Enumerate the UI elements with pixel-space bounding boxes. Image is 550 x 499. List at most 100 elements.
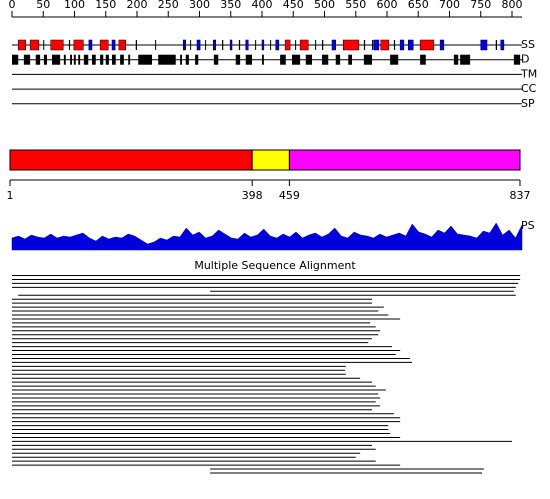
segments <box>245 54 252 65</box>
ruler-label: 350 <box>220 0 241 11</box>
ruler-label: 0 <box>9 0 16 11</box>
segments <box>363 54 372 65</box>
strand <box>196 39 201 51</box>
helix <box>50 39 64 51</box>
strand <box>373 39 380 51</box>
strand <box>261 39 265 51</box>
segments <box>23 54 31 65</box>
segments <box>185 54 189 65</box>
coil <box>155 40 157 50</box>
coil <box>270 40 272 50</box>
ruler-label: 600 <box>377 0 398 11</box>
strand <box>399 39 405 51</box>
segments <box>128 54 131 65</box>
ruler-label: 700 <box>439 0 460 11</box>
helix <box>29 39 40 51</box>
ruler-label: 250 <box>158 0 179 11</box>
strand <box>408 39 414 51</box>
ruler-label: 500 <box>314 0 335 11</box>
segments <box>322 54 329 65</box>
domain-tick-label: 837 <box>510 189 531 202</box>
segments <box>100 54 104 65</box>
coil <box>315 40 317 50</box>
helix <box>73 39 84 51</box>
track-label: TM <box>520 67 537 80</box>
helix <box>419 39 435 51</box>
domain-tick-label: 398 <box>242 189 263 202</box>
segments <box>453 54 459 65</box>
segments <box>390 54 399 65</box>
segments <box>138 54 152 65</box>
coil <box>255 40 257 50</box>
segments <box>180 54 182 65</box>
coil <box>295 40 297 50</box>
segments <box>305 54 312 65</box>
domain-tick-label: 459 <box>279 189 300 202</box>
helix <box>118 39 126 51</box>
coil <box>205 40 207 50</box>
coil <box>43 40 45 50</box>
segments <box>105 54 109 65</box>
domain-block <box>288 149 521 171</box>
coil <box>363 40 366 50</box>
strand <box>213 39 216 51</box>
segments <box>112 54 116 65</box>
helix <box>299 39 309 51</box>
ruler-label: 50 <box>36 0 50 11</box>
track-label: SS <box>521 38 535 51</box>
segments <box>348 54 352 65</box>
domain-tick-label: 1 <box>7 189 14 202</box>
segments <box>420 54 426 65</box>
ruler-label: 650 <box>408 0 429 11</box>
coil <box>68 40 71 50</box>
segments <box>460 54 471 65</box>
strand <box>500 39 505 51</box>
helix <box>99 39 109 51</box>
segments <box>335 54 341 65</box>
segments <box>52 54 61 65</box>
helix <box>284 39 291 51</box>
coil <box>393 40 396 50</box>
track-label: D <box>521 53 529 66</box>
ruler-label: 800 <box>502 0 523 11</box>
strand <box>480 39 488 51</box>
strand <box>229 39 233 51</box>
ruler-label: 100 <box>64 0 85 11</box>
segments <box>43 54 47 65</box>
segments <box>213 54 219 65</box>
profile-label: PS <box>521 219 535 232</box>
segments <box>158 54 176 65</box>
segments <box>292 54 301 65</box>
strand <box>275 39 280 51</box>
segments <box>63 54 66 65</box>
ruler-label: 450 <box>283 0 304 11</box>
helix <box>380 39 390 51</box>
profile-area <box>11 222 523 251</box>
ruler-label: 150 <box>95 0 116 11</box>
segments <box>35 54 41 65</box>
segments <box>195 54 199 65</box>
coil <box>190 40 192 50</box>
strand <box>245 39 249 51</box>
coil <box>222 40 224 50</box>
coil <box>372 40 374 50</box>
ruler-label: 550 <box>345 0 366 11</box>
ruler-label: 750 <box>470 0 491 11</box>
segments <box>78 54 81 65</box>
track-label: CC <box>521 82 537 95</box>
strand <box>331 39 336 51</box>
coil <box>322 40 324 50</box>
coil <box>135 40 137 50</box>
segments <box>513 54 521 65</box>
segments <box>262 54 264 65</box>
alignment-title: Multiple Sequence Alignment <box>194 259 356 272</box>
helix <box>18 39 26 51</box>
segments <box>70 54 72 65</box>
coil <box>238 40 241 50</box>
ruler-label: 300 <box>189 0 210 11</box>
segments <box>12 54 19 65</box>
track-label: SP <box>521 97 535 110</box>
coil <box>495 40 497 50</box>
strand <box>439 39 445 51</box>
